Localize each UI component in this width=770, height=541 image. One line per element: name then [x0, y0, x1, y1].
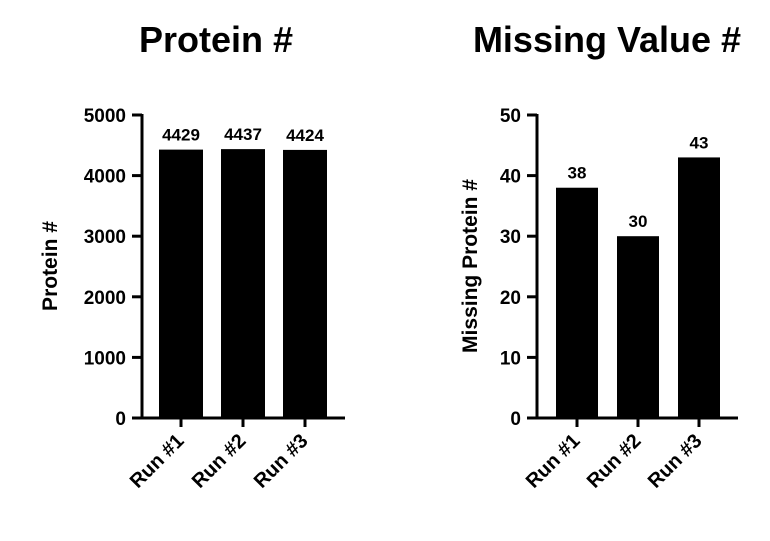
y-tick-label: 10 — [500, 348, 521, 369]
chart-title: Protein # — [139, 19, 293, 60]
data-label: 4424 — [286, 126, 324, 145]
bar — [221, 149, 265, 418]
bar — [556, 187, 598, 418]
y-tick-label: 30 — [500, 227, 521, 248]
chart-1: Protein # Protein # 4429 4437 4424 0 1000 2000 3… — [39, 19, 345, 493]
data-label: 38 — [568, 164, 587, 183]
x-tick-label: Run #2 — [188, 430, 251, 493]
bar — [617, 236, 659, 418]
y-tick-label: 0 — [510, 409, 521, 430]
x-tick-label: Run #1 — [126, 430, 189, 493]
data-label: 4429 — [162, 126, 200, 145]
y-tick-label: 50 — [500, 106, 521, 127]
data-label: 43 — [690, 133, 709, 152]
y-tick-label: 4000 — [84, 167, 126, 188]
chart-title: Missing Value # — [473, 19, 741, 60]
bar — [678, 157, 720, 419]
y-axis-label: Protein # — [39, 221, 62, 311]
chart-2: Missing Value # Missing Protein # 38 30 43 0 1… — [459, 19, 741, 493]
data-label: 4437 — [224, 125, 262, 144]
x-tick-label: Run #3 — [250, 430, 313, 493]
bar — [159, 149, 203, 418]
x-tick-label: Run #3 — [644, 430, 707, 493]
bar — [283, 149, 327, 419]
y-tick-label: 5000 — [84, 106, 126, 127]
data-label: 30 — [629, 212, 648, 231]
y-tick-label: 1000 — [84, 348, 126, 369]
y-tick-label: 2000 — [84, 288, 126, 309]
x-tick-label: Run #1 — [522, 430, 585, 493]
y-tick-label: 3000 — [84, 227, 126, 248]
y-tick-label: 20 — [500, 288, 521, 309]
y-axis-label: Missing Protein # — [459, 179, 482, 353]
y-tick-label: 0 — [115, 409, 126, 430]
x-tick-label: Run #2 — [583, 430, 646, 493]
y-tick-label: 40 — [500, 167, 521, 188]
